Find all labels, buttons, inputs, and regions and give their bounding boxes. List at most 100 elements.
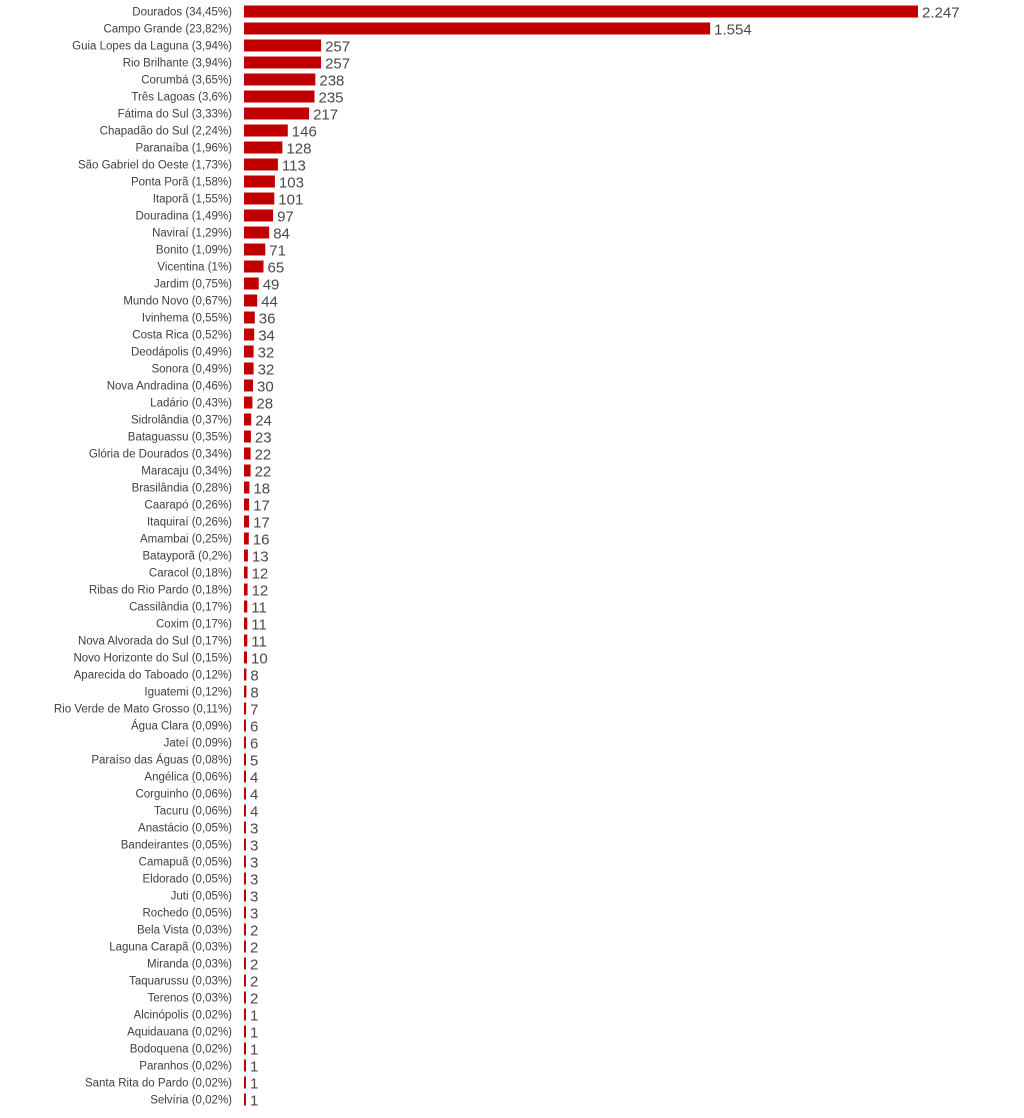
bar	[244, 226, 270, 239]
bar	[244, 175, 275, 188]
bar	[244, 379, 253, 392]
bar	[244, 940, 246, 953]
category-label: São Gabriel do Oeste (1,73%)	[78, 160, 232, 172]
category-label: Laguna Carapã (0,03%)	[109, 942, 232, 954]
value-label: 3	[250, 872, 258, 889]
value-label: 71	[269, 243, 286, 260]
bar	[244, 634, 248, 647]
category-label: Anastácio (0,05%)	[138, 823, 232, 835]
category-label: Tacuru (0,06%)	[154, 806, 232, 818]
bar	[244, 39, 322, 52]
category-label: Fátima do Sul (3,33%)	[118, 109, 233, 121]
value-label: 235	[318, 90, 343, 107]
bar	[244, 1008, 246, 1021]
category-label: Naviraí (1,29%)	[152, 228, 232, 240]
bar	[244, 838, 246, 851]
category-label: Três Lagoas (3,6%)	[131, 92, 232, 104]
value-label: 1.554	[714, 22, 752, 39]
value-label: 4	[250, 770, 258, 787]
value-label: 44	[261, 294, 278, 311]
bar	[244, 1059, 246, 1072]
bars	[244, 5, 918, 1106]
category-label: Selvíria (0,02%)	[150, 1095, 232, 1107]
category-label: Deodápolis (0,49%)	[131, 347, 232, 359]
bar	[244, 872, 246, 885]
category-label: Rochedo (0,05%)	[143, 908, 233, 920]
category-label: Corumbá (3,65%)	[141, 75, 232, 87]
bar	[244, 396, 253, 409]
category-label: Juti (0,05%)	[171, 891, 233, 903]
value-label: 34	[258, 328, 275, 345]
value-label: 1	[250, 1042, 258, 1059]
bar	[244, 430, 251, 443]
bar	[244, 209, 274, 222]
category-label: Ribas do Rio Pardo (0,18%)	[89, 585, 232, 597]
category-label: Sonora (0,49%)	[151, 364, 232, 376]
bar	[244, 753, 246, 766]
value-label: 257	[325, 56, 350, 73]
value-label: 12	[252, 583, 269, 600]
bar	[244, 804, 246, 817]
category-label: Itaquiraí (0,26%)	[147, 517, 232, 529]
category-label: Chapadão do Sul (2,24%)	[100, 126, 233, 138]
value-label: 113	[282, 158, 306, 175]
bar	[244, 855, 246, 868]
bar	[244, 906, 246, 919]
bar	[244, 600, 248, 613]
category-label: Taquarussu (0,03%)	[129, 976, 232, 988]
category-label: Jateí (0,09%)	[164, 738, 233, 750]
value-label: 22	[255, 447, 272, 464]
bar	[244, 566, 248, 579]
category-label: Amambai (0,25%)	[140, 534, 232, 546]
bar	[244, 56, 322, 69]
category-label: Terenos (0,03%)	[148, 993, 233, 1005]
category-label: Aparecida do Taboado (0,12%)	[74, 670, 233, 682]
bar	[244, 413, 252, 426]
value-label: 3	[250, 838, 258, 855]
bar	[244, 702, 247, 715]
value-label: 84	[273, 226, 290, 243]
category-label: Santa Rita do Pardo (0,02%)	[85, 1078, 232, 1090]
category-label: Alcinópolis (0,02%)	[134, 1010, 233, 1022]
value-label: 32	[258, 362, 275, 379]
category-labels: Dourados (34,45%) Campo Grande (23,82%) Gu…	[54, 7, 232, 1107]
bar	[244, 192, 275, 205]
value-label: 22	[255, 464, 272, 481]
value-label: 2	[250, 991, 258, 1008]
category-label: Paranhos (0,02%)	[139, 1061, 232, 1073]
category-label: Ponta Porã (1,58%)	[131, 177, 232, 189]
category-label: Bataguassu (0,35%)	[128, 432, 232, 444]
value-label: 65	[267, 260, 284, 277]
bar	[244, 277, 259, 290]
value-label: 2	[250, 957, 258, 974]
category-label: Jardim (0,75%)	[154, 279, 232, 291]
bar	[244, 5, 918, 18]
bar	[244, 294, 258, 307]
category-label: Camapuã (0,05%)	[139, 857, 232, 869]
bar	[244, 617, 248, 630]
value-label: 11	[251, 634, 267, 651]
category-label: Maracaju (0,34%)	[141, 466, 232, 478]
value-label: 238	[319, 73, 344, 90]
category-label: Ivinhema (0,55%)	[142, 313, 232, 325]
category-label: Costa Rica (0,52%)	[132, 330, 232, 342]
category-label: Bela Vista (0,03%)	[137, 925, 232, 937]
bar	[244, 158, 278, 171]
bar	[244, 243, 266, 256]
value-label: 18	[253, 481, 270, 498]
category-label: Cassilândia (0,17%)	[129, 602, 232, 614]
category-label: Coxim (0,17%)	[156, 619, 232, 631]
bar	[244, 685, 247, 698]
bar	[244, 447, 251, 460]
category-label: Caarapó (0,26%)	[144, 500, 232, 512]
category-label: Rio Verde de Mato Grosso (0,11%)	[54, 704, 232, 716]
bar	[244, 73, 316, 86]
category-label: Angélica (0,06%)	[144, 772, 232, 784]
value-label: 49	[263, 277, 280, 294]
value-label: 24	[255, 413, 272, 430]
category-label: Bodoquena (0,02%)	[130, 1044, 232, 1056]
bar	[244, 90, 315, 103]
category-label: Novo Horizonte do Sul (0,15%)	[73, 653, 232, 665]
value-label: 1	[250, 1008, 258, 1025]
